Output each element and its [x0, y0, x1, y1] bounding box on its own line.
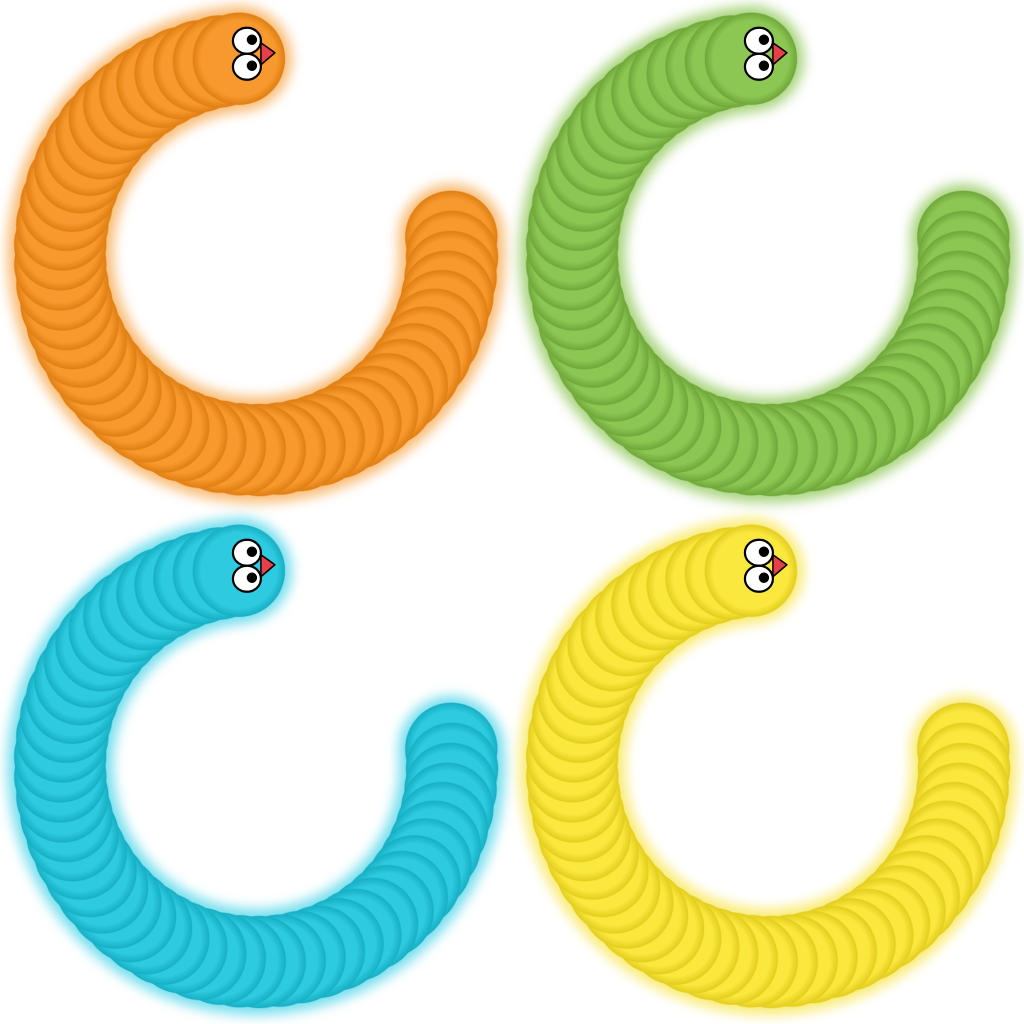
worm-tongue — [260, 41, 276, 66]
worm-face — [231, 538, 276, 593]
worm-yellow — [519, 517, 1017, 1015]
worm-cyan — [7, 517, 505, 1015]
worm-green — [519, 5, 1017, 503]
worm-tongue — [260, 553, 276, 578]
worm-pupil — [758, 60, 770, 71]
worm-pupil — [246, 572, 258, 583]
worm-face — [743, 26, 788, 81]
worm-tongue — [772, 553, 788, 578]
worm-face — [231, 26, 276, 81]
worm-orange — [7, 5, 505, 503]
worm-pupil — [246, 60, 258, 71]
worm-tongue — [772, 41, 788, 66]
worm-pupil — [246, 34, 258, 45]
worm-pupil — [758, 546, 770, 557]
worm-pupil — [758, 34, 770, 45]
worm-face — [743, 538, 788, 593]
worm-pupil — [758, 572, 770, 583]
worm-pupil — [246, 546, 258, 557]
